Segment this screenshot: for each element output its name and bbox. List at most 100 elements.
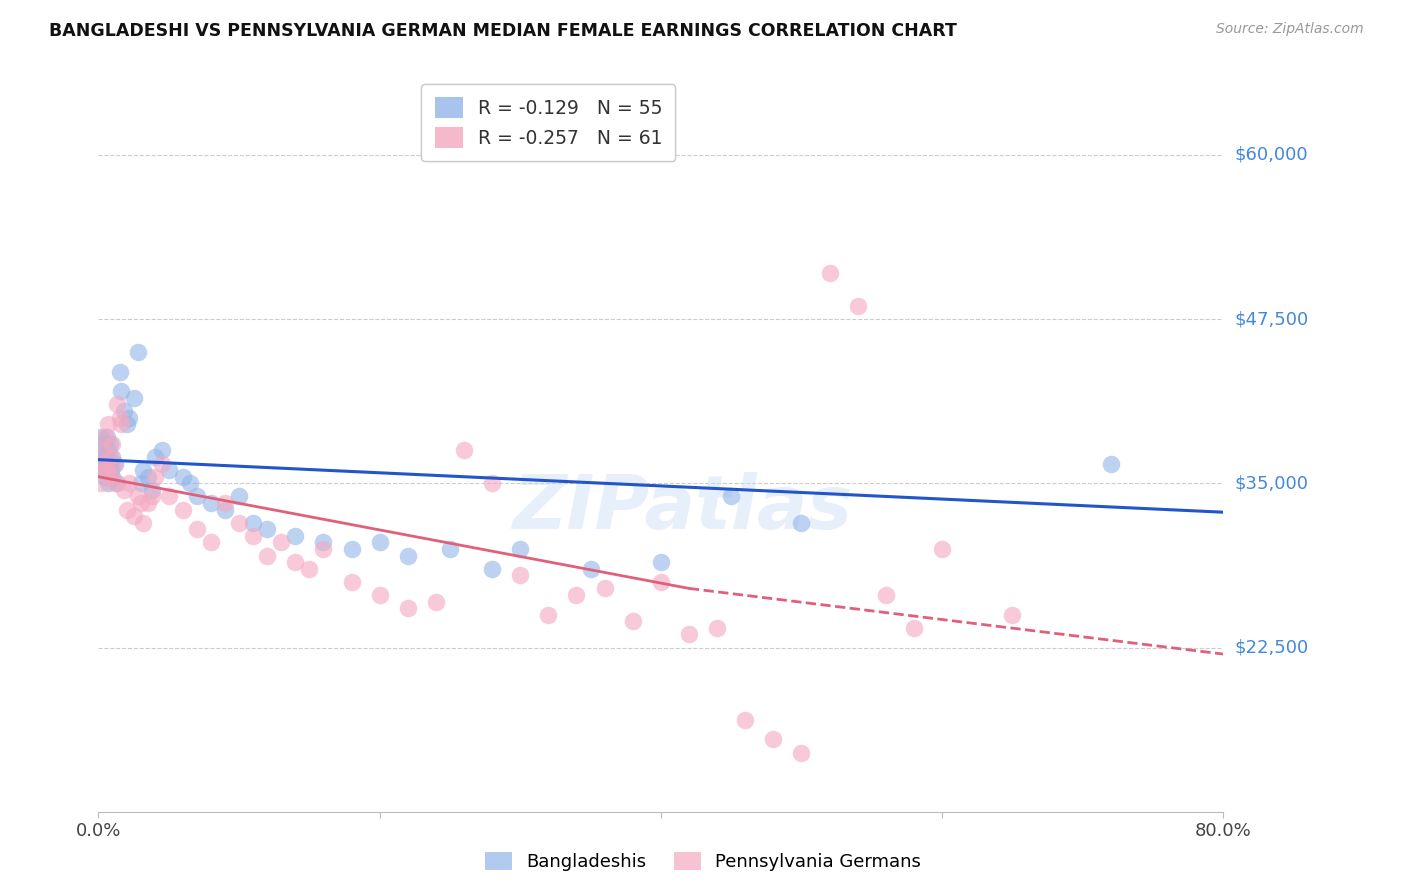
Point [118, 410, 141, 425]
Text: $60,000: $60,000 [1234, 146, 1308, 164]
Point [93, 457, 115, 471]
Point [734, 713, 756, 727]
Point [228, 490, 250, 504]
Point [90, 476, 112, 491]
Point [157, 463, 180, 477]
Point [93, 463, 115, 477]
Point [104, 476, 127, 491]
Legend: Bangladeshis, Pennsylvania Germans: Bangladeshis, Pennsylvania Germans [478, 845, 928, 879]
Point [1099, 457, 1122, 471]
Point [143, 469, 166, 483]
Point [105, 476, 128, 491]
Point [509, 568, 531, 582]
Point [678, 627, 700, 641]
Point [141, 483, 163, 497]
Point [115, 417, 138, 432]
Point [396, 549, 419, 563]
Point [100, 463, 122, 477]
Point [89, 450, 111, 464]
Point [90, 457, 112, 471]
Text: ZIPatlas: ZIPatlas [513, 472, 853, 545]
Point [425, 594, 447, 608]
Point [312, 541, 335, 556]
Text: BANGLADESHI VS PENNSYLVANIA GERMAN MEDIAN FEMALE EARNINGS CORRELATION CHART: BANGLADESHI VS PENNSYLVANIA GERMAN MEDIA… [49, 22, 957, 40]
Point [96, 463, 118, 477]
Point [89, 457, 111, 471]
Point [97, 417, 120, 432]
Point [368, 535, 391, 549]
Point [312, 535, 335, 549]
Point [242, 529, 264, 543]
Point [127, 345, 149, 359]
Point [118, 476, 141, 491]
Point [200, 535, 222, 549]
Point [122, 509, 145, 524]
Point [132, 463, 155, 477]
Point [214, 496, 236, 510]
Point [110, 417, 132, 432]
Point [136, 496, 159, 510]
Point [108, 410, 131, 425]
Point [509, 541, 531, 556]
Text: $22,500: $22,500 [1234, 639, 1309, 657]
Point [396, 601, 419, 615]
Point [104, 457, 127, 471]
Point [340, 541, 363, 556]
Point [284, 555, 307, 569]
Point [228, 516, 250, 530]
Point [132, 516, 155, 530]
Point [122, 391, 145, 405]
Point [1001, 607, 1024, 622]
Point [200, 496, 222, 510]
Point [100, 469, 122, 483]
Point [98, 437, 121, 451]
Point [141, 490, 163, 504]
Point [762, 732, 785, 747]
Point [284, 529, 307, 543]
Point [186, 490, 208, 504]
Text: $47,500: $47,500 [1234, 310, 1309, 328]
Point [101, 450, 124, 464]
Point [112, 404, 135, 418]
Point [481, 476, 503, 491]
Point [150, 443, 173, 458]
Point [593, 582, 616, 596]
Point [98, 450, 121, 464]
Point [98, 457, 121, 471]
Point [136, 469, 159, 483]
Point [91, 443, 114, 458]
Point [340, 574, 363, 589]
Point [93, 437, 115, 451]
Point [650, 555, 672, 569]
Point [127, 490, 149, 504]
Legend: R = -0.129   N = 55, R = -0.257   N = 61: R = -0.129 N = 55, R = -0.257 N = 61 [422, 84, 675, 161]
Point [706, 621, 728, 635]
Point [150, 457, 173, 471]
Point [790, 516, 813, 530]
Point [875, 588, 897, 602]
Point [97, 443, 120, 458]
Point [790, 746, 813, 760]
Point [298, 562, 321, 576]
Point [256, 522, 278, 536]
Point [94, 469, 117, 483]
Point [101, 469, 124, 483]
Point [453, 443, 475, 458]
Point [172, 469, 194, 483]
Point [846, 299, 869, 313]
Point [481, 562, 503, 576]
Point [565, 588, 588, 602]
Point [90, 430, 112, 444]
Text: Source: ZipAtlas.com: Source: ZipAtlas.com [1216, 22, 1364, 37]
Point [97, 476, 120, 491]
Point [105, 397, 128, 411]
Point [112, 483, 135, 497]
Point [186, 522, 208, 536]
Point [439, 541, 461, 556]
Point [157, 490, 180, 504]
Text: $35,000: $35,000 [1234, 475, 1309, 492]
Point [115, 502, 138, 516]
Point [103, 457, 125, 471]
Point [108, 365, 131, 379]
Point [94, 450, 117, 464]
